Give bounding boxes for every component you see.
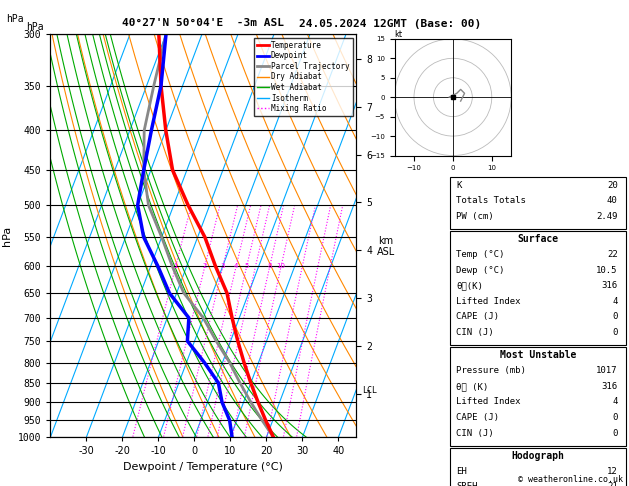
Text: 0: 0 (612, 413, 618, 422)
Text: 21: 21 (607, 483, 618, 486)
Text: Most Unstable: Most Unstable (499, 350, 576, 360)
Text: Lifted Index: Lifted Index (456, 297, 521, 306)
Text: hPa: hPa (6, 14, 24, 24)
Text: CIN (J): CIN (J) (456, 429, 494, 437)
Text: 4: 4 (612, 398, 618, 406)
Text: kt: kt (394, 30, 403, 39)
Y-axis label: km
ASL: km ASL (377, 236, 395, 257)
Text: θᴇ (K): θᴇ (K) (456, 382, 488, 391)
Text: PW (cm): PW (cm) (456, 212, 494, 221)
Y-axis label: hPa: hPa (3, 226, 12, 246)
Title: 40°27'N 50°04'E  -3m ASL: 40°27'N 50°04'E -3m ASL (122, 17, 284, 28)
Text: 2: 2 (203, 263, 207, 269)
Text: 316: 316 (601, 382, 618, 391)
Text: Pressure (mb): Pressure (mb) (456, 366, 526, 375)
Text: CAPE (J): CAPE (J) (456, 312, 499, 321)
Text: Lifted Index: Lifted Index (456, 398, 521, 406)
Text: 0: 0 (612, 429, 618, 437)
X-axis label: Dewpoint / Temperature (°C): Dewpoint / Temperature (°C) (123, 462, 283, 472)
Text: EH: EH (456, 467, 467, 476)
Text: Dewp (°C): Dewp (°C) (456, 266, 504, 275)
Text: 20: 20 (607, 181, 618, 190)
Text: © weatheronline.co.uk: © weatheronline.co.uk (518, 474, 623, 484)
Text: hPa: hPa (26, 22, 43, 32)
Text: 12: 12 (607, 467, 618, 476)
Text: 22: 22 (607, 250, 618, 259)
Text: 2.49: 2.49 (596, 212, 618, 221)
Text: 8: 8 (267, 263, 272, 269)
Text: CIN (J): CIN (J) (456, 328, 494, 337)
Text: CAPE (J): CAPE (J) (456, 413, 499, 422)
Text: 40: 40 (607, 196, 618, 205)
Text: 0: 0 (612, 328, 618, 337)
Text: 10.5: 10.5 (596, 266, 618, 275)
Text: SREH: SREH (456, 483, 477, 486)
Text: 3: 3 (221, 263, 225, 269)
Text: 1017: 1017 (596, 366, 618, 375)
Legend: Temperature, Dewpoint, Parcel Trajectory, Dry Adiabat, Wet Adiabat, Isotherm, Mi: Temperature, Dewpoint, Parcel Trajectory… (254, 38, 352, 116)
Text: 1: 1 (174, 263, 178, 269)
Text: Surface: Surface (517, 234, 559, 244)
Text: K: K (456, 181, 462, 190)
Text: Temp (°C): Temp (°C) (456, 250, 504, 259)
Text: θᴇ(K): θᴇ(K) (456, 281, 483, 290)
Text: 4: 4 (612, 297, 618, 306)
Text: 10: 10 (277, 263, 286, 269)
Text: 5: 5 (245, 263, 249, 269)
Text: 4: 4 (234, 263, 238, 269)
Text: LCL: LCL (362, 386, 377, 395)
Text: 24.05.2024 12GMT (Base: 00): 24.05.2024 12GMT (Base: 00) (299, 19, 481, 30)
Text: Totals Totals: Totals Totals (456, 196, 526, 205)
Text: 316: 316 (601, 281, 618, 290)
Text: 0: 0 (612, 312, 618, 321)
Text: Hodograph: Hodograph (511, 451, 564, 461)
